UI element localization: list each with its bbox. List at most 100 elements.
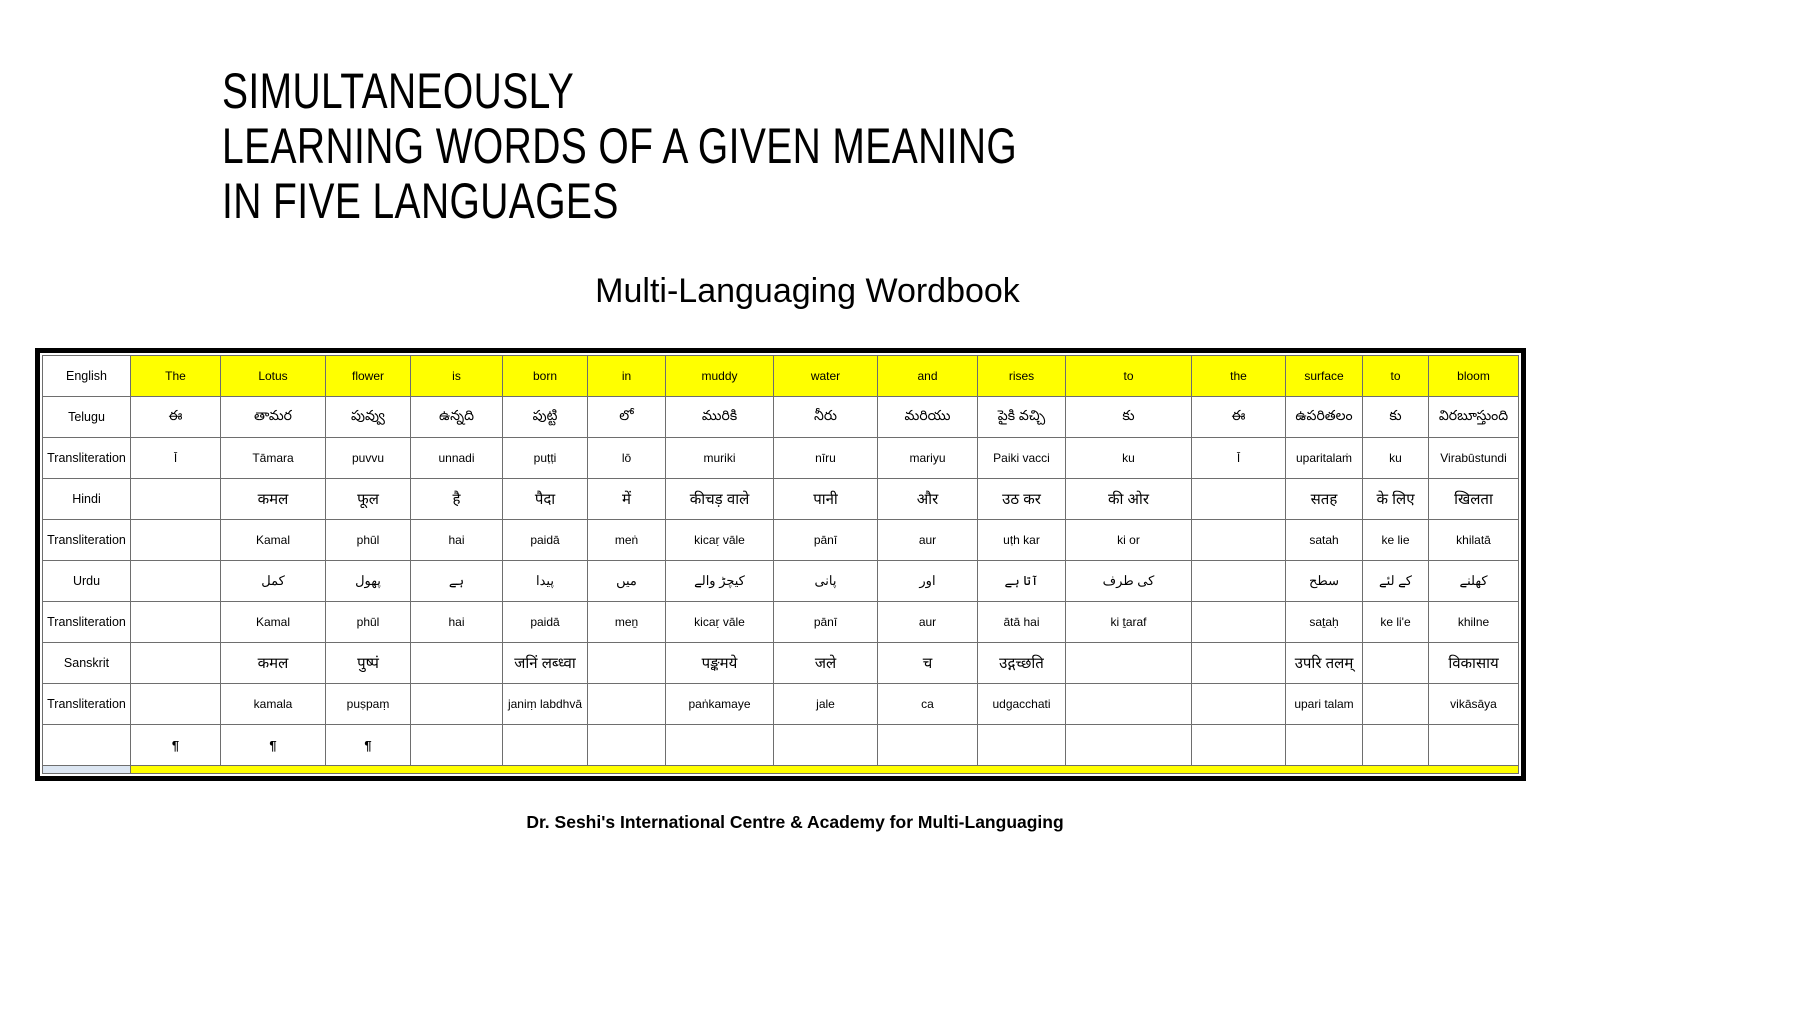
corner-cell	[42, 765, 131, 774]
row-label: Transliteration	[42, 601, 131, 643]
word-cell: पैदा	[502, 478, 588, 520]
table-row: Transliteration Kamal phūl hai paidā meṉ kicaṛ…	[42, 601, 1519, 643]
word-cell: hai	[410, 601, 503, 643]
word-cell: ¶	[325, 724, 411, 766]
word-cell: اور	[877, 560, 978, 602]
word-cell: kamala	[220, 683, 326, 725]
word-cell: surface	[1285, 355, 1363, 397]
word-cell	[410, 683, 503, 725]
word-cell: उद्गच्छति	[977, 642, 1066, 684]
word-cell: Ī	[130, 437, 221, 479]
word-cell	[1362, 724, 1429, 766]
word-cell	[587, 642, 666, 684]
word-cell	[587, 724, 666, 766]
word-cell: janiṃ labdhvā	[502, 683, 588, 725]
word-cell: کھلنے	[1428, 560, 1519, 602]
word-cell: కు	[1065, 396, 1192, 438]
word-cell: lō	[587, 437, 666, 479]
word-cell: మరియు	[877, 396, 978, 438]
word-cell: ki ṯaraf	[1065, 601, 1192, 643]
word-cell: ca	[877, 683, 978, 725]
word-cell: آتا ہے	[977, 560, 1066, 602]
word-cell: ఉపరితలం	[1285, 396, 1363, 438]
word-cell: upari talam	[1285, 683, 1363, 725]
row-label: Transliteration	[42, 683, 131, 725]
word-cell: pānī	[773, 601, 878, 643]
word-cell: Paiki vacci	[977, 437, 1066, 479]
word-cell: hai	[410, 519, 503, 561]
row-label: Telugu	[42, 396, 131, 438]
table-row: Transliteration Kamal phūl hai paidā meṅ kicaṛ…	[42, 519, 1519, 561]
word-cell: the	[1191, 355, 1286, 397]
word-cell: phūl	[325, 601, 411, 643]
word-cell: unnadi	[410, 437, 503, 479]
word-cell: to	[1362, 355, 1429, 397]
word-cell	[1065, 683, 1192, 725]
word-cell	[1191, 601, 1286, 643]
word-cell: Virabūstundi	[1428, 437, 1519, 479]
word-cell: पानी	[773, 478, 878, 520]
word-cell: meṉ	[587, 601, 666, 643]
main-title: SIMULTANEOUSLY LEARNING WORDS OF A GIVEN…	[222, 64, 1017, 229]
title-line-1: SIMULTANEOUSLY	[222, 63, 575, 119]
word-cell: పువ్వు	[325, 396, 411, 438]
word-cell: ہے	[410, 560, 503, 602]
word-cell: muriki	[665, 437, 774, 479]
word-cell	[130, 519, 221, 561]
table-row: Transliteration Ī Tāmara puvvu unnadi puṭṭi lō…	[42, 437, 1519, 479]
table-row: Transliteration kamala puṣpaṃ janiṃ labdhvā…	[42, 683, 1519, 725]
word-cell: जले	[773, 642, 878, 684]
word-cell: जनिं लब्ध्वा	[502, 642, 588, 684]
word-cell: کمل	[220, 560, 326, 602]
word-cell: है	[410, 478, 503, 520]
row-label: Urdu	[42, 560, 131, 602]
word-cell: उठ कर	[977, 478, 1066, 520]
word-cell: nīru	[773, 437, 878, 479]
word-cell: phūl	[325, 519, 411, 561]
word-cell: rises	[977, 355, 1066, 397]
word-cell: paidā	[502, 519, 588, 561]
word-cell: ¶	[130, 724, 221, 766]
word-cell: ఈ	[1191, 396, 1286, 438]
word-cell: में	[587, 478, 666, 520]
yellow-strip	[130, 765, 1519, 774]
word-cell	[1065, 642, 1192, 684]
word-cell: और	[877, 478, 978, 520]
row-label: Hindi	[42, 478, 131, 520]
word-cell: Kamal	[220, 519, 326, 561]
word-cell: jale	[773, 683, 878, 725]
wordbook-table: English The Lotus flower is born in muddy water a…	[42, 355, 1519, 774]
word-cell: ఉన్నది	[410, 396, 503, 438]
word-cell: vikāsāya	[1428, 683, 1519, 725]
row-label: Transliteration	[42, 519, 131, 561]
word-cell: కు	[1362, 396, 1429, 438]
word-cell: పుట్టి	[502, 396, 588, 438]
word-cell: khilne	[1428, 601, 1519, 643]
word-cell	[130, 601, 221, 643]
word-cell: کی طرف	[1065, 560, 1192, 602]
word-cell: bloom	[1428, 355, 1519, 397]
word-cell: kicaṛ vāle	[665, 601, 774, 643]
bottom-strip-row	[42, 765, 1519, 774]
word-cell	[130, 478, 221, 520]
word-cell: سطح	[1285, 560, 1363, 602]
word-cell: పైకి వచ్చి	[977, 396, 1066, 438]
word-cell: లో	[587, 396, 666, 438]
word-cell	[1191, 560, 1286, 602]
title-line-3: IN FIVE LANGUAGES	[222, 173, 619, 229]
word-cell: puṣpaṃ	[325, 683, 411, 725]
word-cell: water	[773, 355, 878, 397]
word-cell: muddy	[665, 355, 774, 397]
word-cell: ku	[1362, 437, 1429, 479]
table-row: ¶ ¶ ¶	[42, 724, 1519, 766]
word-cell	[1191, 519, 1286, 561]
word-cell: and	[877, 355, 978, 397]
word-cell: paidā	[502, 601, 588, 643]
word-cell	[130, 642, 221, 684]
word-cell	[130, 560, 221, 602]
word-cell	[1191, 478, 1286, 520]
row-label: English	[42, 355, 131, 397]
row-label: Transliteration	[42, 437, 131, 479]
word-cell: born	[502, 355, 588, 397]
word-cell: pānī	[773, 519, 878, 561]
